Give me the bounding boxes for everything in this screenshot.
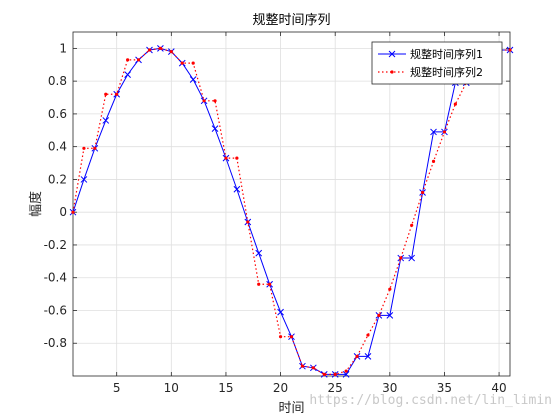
y-tick-label: -0.2 — [44, 238, 67, 252]
x-tick-label: 25 — [328, 381, 343, 395]
axes: 5 10 15 20 25 30 35 40 -0.8 -0.6 -0.4 -0.2 0 0.2 0.4 0.… — [44, 31, 511, 395]
legend-label: 规整时间序列1 — [410, 47, 483, 61]
x-axis-label: 时间 — [278, 401, 304, 416]
y-tick-label: 0.8 — [48, 74, 67, 88]
series-2-point — [344, 369, 348, 373]
legend-box — [371, 41, 503, 85]
legend-item-1: 规整时间序列1 — [378, 47, 483, 61]
series-2-point — [257, 282, 261, 286]
series-2-point — [158, 46, 162, 50]
series-2-point — [278, 335, 283, 339]
series-2-point — [71, 210, 75, 214]
y-tick-label: -0.8 — [44, 336, 67, 350]
series-1 — [69, 45, 514, 378]
series-2-point — [136, 58, 141, 62]
series-1-point — [80, 176, 88, 183]
x-tick-label: 10 — [164, 381, 179, 395]
series-2-point — [147, 48, 152, 52]
series-2-point — [191, 61, 195, 65]
series-1-point — [102, 117, 110, 124]
legend-item-2: 规整时间序列2 — [378, 65, 483, 79]
legend-label: 规整时间序列2 — [410, 65, 483, 79]
x-tick-label: 15 — [218, 381, 233, 395]
series-1-point — [364, 352, 372, 360]
series-2-point — [104, 92, 108, 96]
x-tick-label: 35 — [437, 381, 452, 395]
y-axis-label: 幅度 — [28, 191, 44, 217]
series-2-point — [115, 92, 119, 96]
series-2-point — [180, 61, 184, 65]
legend: 规整时间序列1 规整时间序列2 — [371, 41, 503, 85]
series-2-point — [431, 159, 436, 164]
series-2-point — [355, 354, 359, 358]
series-1-point — [255, 249, 263, 257]
series-1-point — [408, 254, 416, 262]
series-1-point — [342, 371, 350, 378]
y-tick-label: 0.4 — [48, 140, 67, 154]
series-2 — [71, 46, 512, 376]
series-2-point — [311, 366, 315, 370]
grid — [73, 32, 510, 376]
series-1-point — [189, 76, 197, 83]
y-tick-label: 0 — [59, 205, 67, 219]
series-2-point — [377, 313, 381, 317]
series-2-point — [169, 50, 173, 54]
series-2-point — [388, 287, 392, 291]
series-1-point — [124, 71, 131, 78]
series-2-point — [453, 102, 457, 106]
series-1-point — [211, 125, 219, 133]
x-tick-label: 5 — [113, 381, 121, 395]
series-2-point — [93, 146, 97, 150]
series-2-point — [322, 372, 326, 376]
series-2-point — [213, 99, 217, 103]
series-1-point — [430, 128, 437, 136]
x-tick-label: 20 — [273, 381, 288, 395]
chart-title: 规整时间序列 — [252, 13, 330, 28]
series-2-point — [300, 364, 305, 368]
series-2-point — [126, 58, 130, 62]
series-2-point — [399, 256, 403, 260]
series-2-point — [508, 48, 512, 52]
legend-marker — [390, 70, 394, 74]
x-tick-label: 40 — [491, 381, 506, 395]
plot-frame — [72, 31, 511, 377]
series-2-point — [442, 130, 447, 134]
y-tick-label: 1 — [59, 41, 67, 55]
series-2-point — [82, 146, 86, 150]
series-2-point — [235, 156, 239, 160]
y-tick-label: -0.6 — [44, 303, 67, 317]
y-tick-label: 0.6 — [48, 107, 67, 121]
y-tick-label: -0.4 — [44, 271, 67, 285]
series-2-point — [410, 223, 414, 227]
series-1-point — [233, 185, 241, 193]
y-tick-label: 0.2 — [48, 172, 67, 186]
series-2-point — [366, 333, 370, 337]
series-1-point — [277, 308, 284, 316]
series-1-point — [386, 312, 394, 319]
watermark: https://blog.csdn.net/lin_limin — [309, 393, 552, 408]
legend-marker — [388, 50, 396, 58]
series-2-point — [421, 190, 425, 195]
series-2-point — [246, 220, 250, 224]
series-2-point — [333, 372, 337, 376]
series-2-point — [202, 99, 206, 103]
series-2-point — [268, 282, 272, 286]
series-2-point — [289, 335, 294, 339]
series-layer — [69, 45, 514, 378]
x-tick-label: 30 — [382, 381, 397, 395]
series-2-point — [224, 156, 228, 160]
